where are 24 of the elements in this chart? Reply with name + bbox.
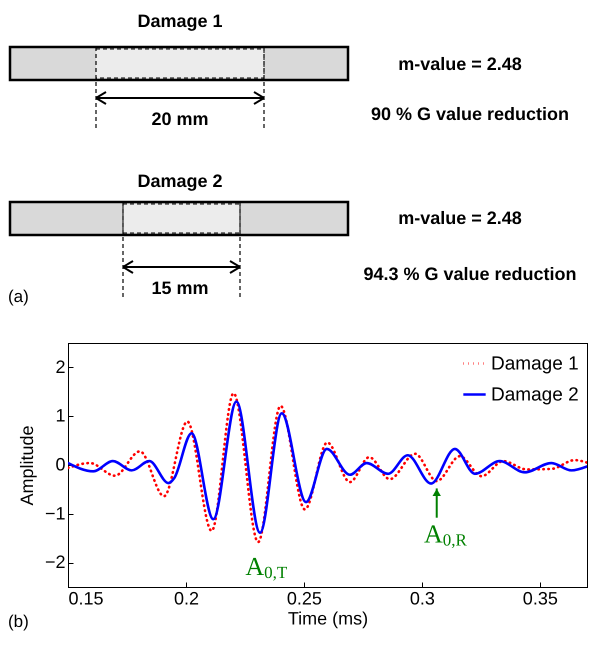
y-tick-label: 2 [55,356,66,377]
legend-label: Damage 2 [491,384,579,406]
legend-label: Damage 1 [491,354,579,374]
text: Damage 2 [137,171,223,191]
x-axis-title: Time (ms) [288,608,368,628]
text: (a) [8,287,29,306]
y-tick-label: −1 [44,503,66,524]
text: 15 mm [151,278,209,298]
x-tick-label: 0.25 [286,588,322,608]
text: 90 % G value reduction [370,104,570,124]
x-tick-label: 0.35 [522,588,558,608]
text: (b) [8,612,29,632]
y-tick-label: 0 [55,454,66,474]
text: 94.3 % G value reduction [363,264,577,284]
text: Damage 1 [137,11,223,31]
x-tick-label: 0.2 [174,588,199,608]
y-tick-label: −2 [44,552,66,572]
x-tick-label: 0.15 [68,588,104,608]
x-tick-label: 0.3 [410,588,435,608]
text: m-value = 2.48 [398,54,522,74]
text: m-value = 2.48 [398,208,522,228]
text: 20 mm [151,109,209,129]
y-tick-label: 1 [55,406,66,426]
y-axis-title: Amplitude [16,425,37,506]
